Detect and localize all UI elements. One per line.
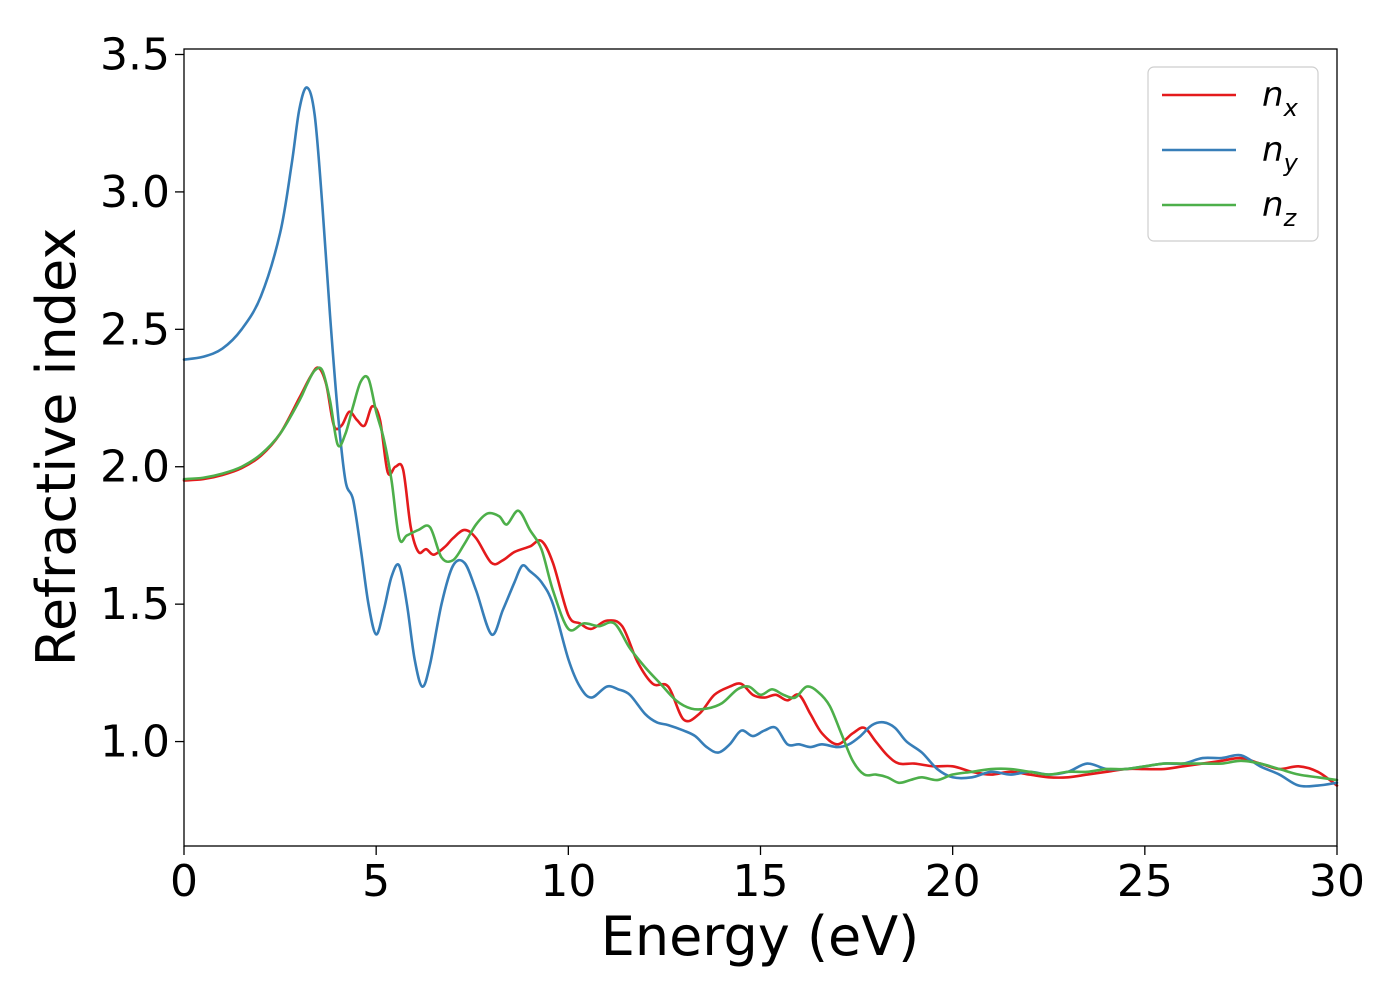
x-tick-label: 5 (362, 856, 390, 907)
plot-background (184, 49, 1337, 846)
x-tick-label: 0 (170, 856, 198, 907)
legend: nx ny nz (1147, 66, 1319, 242)
x-axis-title: Energy (eV) (601, 905, 920, 968)
series-line-nz (182, 366, 1339, 785)
x-tick-label: 25 (1117, 856, 1173, 907)
y-axis-title: Refractive index (25, 228, 88, 667)
legend-box (1147, 66, 1319, 242)
x-tick-label: 10 (540, 856, 596, 907)
y-axis: 1.0 1.5 2.0 2.5 3.0 3.5 (100, 29, 184, 768)
legend-label-ny: ny (1262, 130, 1299, 177)
y-tick-label: 3.5 (100, 29, 170, 80)
y-tick-label: 1.0 (100, 717, 170, 768)
x-tick-label: 30 (1309, 856, 1365, 907)
x-tick-label: 20 (925, 856, 981, 907)
legend-label-nz: nz (1262, 185, 1298, 232)
x-axis: 0 5 10 15 20 25 30 (170, 846, 1365, 907)
y-tick-label: 3.0 (100, 167, 170, 218)
legend-label-nx: nx (1262, 75, 1299, 122)
y-tick-label: 1.5 (100, 579, 170, 630)
y-tick-label: 2.0 (100, 442, 170, 493)
x-tick-label: 15 (733, 856, 789, 907)
series-line-nx (182, 366, 1339, 787)
legend-items: nx ny nz (1162, 75, 1299, 232)
y-tick-label: 2.5 (100, 304, 170, 355)
series-layer (182, 86, 1339, 788)
